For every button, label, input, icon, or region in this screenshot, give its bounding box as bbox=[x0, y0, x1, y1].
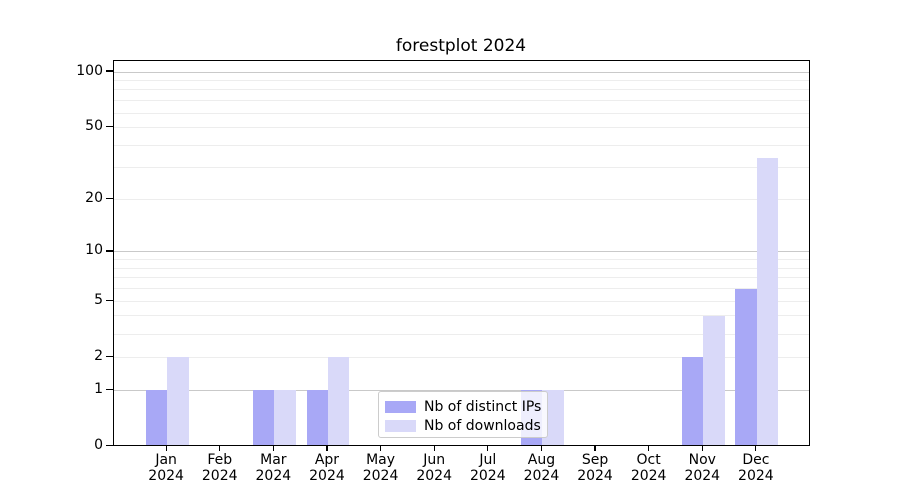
x-tick-9 bbox=[648, 445, 650, 451]
gridline-y-7 bbox=[113, 277, 809, 279]
x-tick-label-9: Oct 2024 bbox=[630, 451, 667, 485]
gridline-y-5 bbox=[113, 300, 809, 302]
gridline-y-100 bbox=[113, 71, 809, 73]
plot-area bbox=[112, 60, 810, 446]
x-tick-10 bbox=[701, 445, 703, 451]
y-tick-2 bbox=[106, 355, 113, 357]
y-tick-100 bbox=[106, 70, 113, 72]
y-tick-label-2: 2 bbox=[94, 347, 103, 364]
legend-entry-downloads: Nb of downloads bbox=[385, 417, 541, 435]
x-tick-1 bbox=[219, 445, 221, 451]
y-tick-label-5: 5 bbox=[94, 291, 103, 308]
gridline-y-6 bbox=[113, 288, 809, 290]
y-tick-1 bbox=[106, 388, 113, 390]
x-tick-label-11: Dec 2024 bbox=[738, 451, 774, 485]
x-tick-0 bbox=[165, 445, 167, 451]
x-tick-label-0: Jan 2024 bbox=[148, 451, 184, 485]
gridline-y-10 bbox=[113, 251, 809, 253]
gridline-y-4 bbox=[113, 315, 809, 317]
gridline-y-90 bbox=[113, 80, 809, 82]
x-tick-label-5: Jun 2024 bbox=[416, 451, 452, 485]
bar-downloads-10 bbox=[703, 315, 725, 446]
gridline-y-2 bbox=[113, 356, 809, 358]
legend-entry-distinct-ips: Nb of distinct IPs bbox=[385, 398, 542, 416]
legend-label-distinct-ips: Nb of distinct IPs bbox=[424, 399, 542, 415]
x-tick-8 bbox=[594, 445, 596, 451]
x-tick-label-7: Aug 2024 bbox=[523, 451, 560, 485]
x-tick-6 bbox=[487, 445, 489, 451]
bar-downloads-0 bbox=[167, 357, 189, 446]
y-tick-50 bbox=[106, 125, 113, 128]
legend-swatch-distinct-ips bbox=[385, 401, 416, 413]
y-tick-label-50: 50 bbox=[85, 118, 103, 135]
x-tick-5 bbox=[433, 445, 435, 451]
bar-distinct-ips-3 bbox=[306, 390, 328, 446]
x-tick-label-8: Sep 2024 bbox=[577, 451, 613, 485]
gridline-y-9 bbox=[113, 259, 809, 261]
bar-distinct-ips-0 bbox=[145, 390, 168, 446]
y-tick-label-20: 20 bbox=[85, 190, 103, 206]
gridline-y-3 bbox=[113, 333, 809, 335]
x-tick-4 bbox=[379, 445, 382, 451]
x-tick-label-10: Nov 2024 bbox=[684, 451, 721, 485]
legend: Nb of distinct IPs Nb of downloads bbox=[378, 391, 548, 438]
bar-distinct-ips-10 bbox=[681, 357, 704, 446]
x-tick-label-3: Apr 2024 bbox=[309, 451, 345, 485]
x-tick-label-4: May 2024 bbox=[362, 451, 399, 485]
legend-swatch-downloads bbox=[385, 420, 416, 432]
y-tick-20 bbox=[106, 197, 113, 200]
gridline-y-50 bbox=[113, 127, 809, 129]
gridline-y-40 bbox=[113, 144, 809, 146]
y-tick-5 bbox=[106, 299, 113, 301]
gridline-y-30 bbox=[113, 167, 809, 169]
x-tick-label-2: Mar 2024 bbox=[255, 451, 292, 485]
bar-distinct-ips-11 bbox=[735, 288, 757, 446]
y-tick-label-100: 100 bbox=[76, 62, 103, 79]
gridline-y-8 bbox=[113, 267, 809, 269]
gridline-y-70 bbox=[113, 100, 809, 102]
y-tick-0 bbox=[106, 444, 113, 447]
legend-label-downloads: Nb of downloads bbox=[424, 418, 541, 434]
gridline-y-1 bbox=[113, 389, 809, 391]
chart-title: forestplot 2024 bbox=[395, 36, 527, 56]
bar-downloads-11 bbox=[756, 158, 779, 446]
gridline-y-60 bbox=[113, 112, 809, 114]
x-tick-2 bbox=[272, 445, 274, 451]
y-tick-label-10: 10 bbox=[85, 242, 103, 259]
x-tick-label-1: Feb 2024 bbox=[201, 451, 238, 485]
y-tick-label-1: 1 bbox=[94, 380, 103, 397]
x-tick-11 bbox=[755, 445, 757, 451]
bar-downloads-3 bbox=[327, 357, 350, 446]
gridline-y-80 bbox=[113, 89, 809, 91]
x-tick-7 bbox=[540, 445, 542, 451]
x-tick-3 bbox=[326, 445, 328, 451]
y-tick-label-0: 0 bbox=[94, 437, 103, 453]
y-tick-10 bbox=[106, 250, 113, 252]
bar-downloads-2 bbox=[274, 390, 296, 446]
bar-distinct-ips-2 bbox=[252, 390, 275, 446]
gridline-y-20 bbox=[113, 199, 809, 200]
x-tick-label-6: Jul 2024 bbox=[469, 451, 506, 485]
